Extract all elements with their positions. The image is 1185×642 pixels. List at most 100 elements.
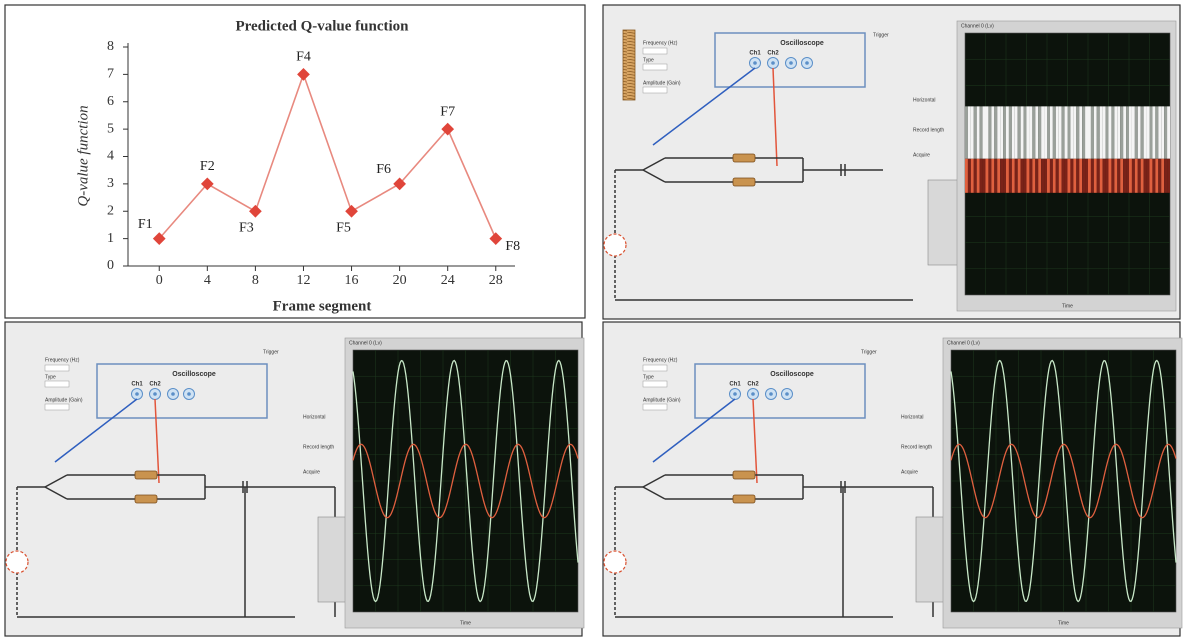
scope-trace-red [1029, 159, 1032, 193]
scope-trace-red [1155, 159, 1158, 193]
resistor [733, 471, 755, 479]
scope-trace-red [997, 159, 1000, 193]
scope-trace-white [980, 106, 983, 158]
panel-text: Oscilloscope [780, 40, 824, 47]
channel-port-dot [153, 392, 157, 396]
panel-text: Acquire [913, 152, 930, 158]
panel-text: Time [1058, 620, 1069, 626]
channel-port-dot [805, 61, 809, 65]
scope-trace-red [991, 159, 994, 193]
point-label: F2 [200, 159, 215, 174]
scope-trace-white [1164, 106, 1167, 158]
scope-trace-white [1103, 106, 1106, 158]
panel-text: Record length [303, 444, 334, 450]
scope-trace-white [1015, 106, 1018, 158]
scope-trace-red [1050, 159, 1053, 193]
inductor [623, 30, 635, 100]
scope-trace-red [1038, 159, 1041, 193]
panel-text: Amplitude (Gain) [643, 80, 681, 86]
scope-trace-white [1070, 106, 1073, 158]
scope-trace-red [1109, 159, 1112, 193]
control-list [318, 517, 348, 602]
panel-text: Channel 0 (Lv) [349, 340, 382, 346]
scope-trace-red [1111, 159, 1114, 193]
x-tick-label: 12 [296, 273, 310, 288]
scope-trace-white [1100, 106, 1103, 158]
y-tick-label: 7 [107, 67, 114, 82]
scope-trace-white [1129, 106, 1132, 158]
scope-trace-white [997, 106, 1000, 158]
scope-trace-white [1027, 106, 1030, 158]
panel-text: Ch1 [749, 51, 761, 57]
panel-text: Record length [913, 127, 944, 133]
scope-trace-red [1006, 159, 1009, 193]
channel-port-dot [753, 61, 757, 65]
scope-trace-white [1035, 106, 1038, 158]
channel-port-dot [789, 61, 793, 65]
scope-trace-white [1167, 106, 1170, 158]
scope-trace-red [1032, 159, 1035, 193]
scope-trace-red [1150, 159, 1153, 193]
resistor [733, 495, 755, 503]
screenshot-panel: Frequency (Hz)TypeAmplitude (Gain)Oscill… [603, 322, 1182, 636]
panel-text: Amplitude (Gain) [643, 397, 681, 403]
panel-text: Frequency (Hz) [45, 357, 80, 363]
scope-trace-red [1126, 159, 1129, 193]
scope-trace-white [1117, 106, 1120, 158]
scope-trace-red [1144, 159, 1147, 193]
input-box [643, 64, 667, 70]
scope-trace-red [1161, 159, 1164, 193]
scope-trace-white [1062, 106, 1065, 158]
point-label: F7 [440, 104, 455, 119]
x-tick-label: 28 [489, 273, 503, 288]
scope-trace-red [1018, 159, 1021, 193]
scope-trace-white [1114, 106, 1117, 158]
panel-text: Time [460, 620, 471, 626]
scope-trace-white [1059, 106, 1062, 158]
panel-text: Ch2 [767, 51, 779, 57]
scope-trace-white [1009, 106, 1012, 158]
panel-text: Amplitude (Gain) [45, 397, 83, 403]
scope-trace-white [1144, 106, 1147, 158]
resistor [135, 495, 157, 503]
control-list [916, 517, 946, 602]
panel-text: Horizontal [913, 97, 936, 103]
scope-trace-red [1103, 159, 1106, 193]
scope-trace-white [1044, 106, 1047, 158]
scope-trace-white [1068, 106, 1071, 158]
scope-trace-white [1006, 106, 1009, 158]
scope-trace-white [974, 106, 977, 158]
panel-text: Horizontal [901, 414, 924, 420]
scope-trace-white [1047, 106, 1050, 158]
figure: Predicted Q-value function Frame segment… [0, 0, 1185, 642]
scope-trace-white [1094, 106, 1097, 158]
scope-trace-red [1158, 159, 1161, 193]
point-label: F6 [376, 162, 391, 177]
scope-trace-red [1085, 159, 1088, 193]
channel-port-dot [135, 392, 139, 396]
panel-text: Channel 0 (Lv) [947, 340, 980, 346]
scope-trace-white [1000, 106, 1003, 158]
scope-trace-white [1065, 106, 1068, 158]
scope-trace-red [1129, 159, 1132, 193]
scope-trace-red [1065, 159, 1068, 193]
channel-port-dot [769, 392, 773, 396]
y-tick-label: 6 [107, 94, 114, 109]
scope-trace-red [968, 159, 971, 193]
scope-trace-red [1068, 159, 1071, 193]
scope-trace-white [1138, 106, 1141, 158]
scope-trace-red [965, 159, 968, 193]
scope-trace-white [1147, 106, 1150, 158]
scope-trace-red [1073, 159, 1076, 193]
scope-trace-white [1123, 106, 1126, 158]
source [604, 551, 626, 573]
scope-trace-red [1138, 159, 1141, 193]
scope-trace-white [1038, 106, 1041, 158]
panel-text: Trigger [263, 349, 279, 355]
y-tick-label: 4 [107, 149, 114, 164]
scope-trace-white [1029, 106, 1032, 158]
resistor [135, 471, 157, 479]
scope-trace-red [1091, 159, 1094, 193]
scope-trace-red [1056, 159, 1059, 193]
scope-trace-red [983, 159, 986, 193]
